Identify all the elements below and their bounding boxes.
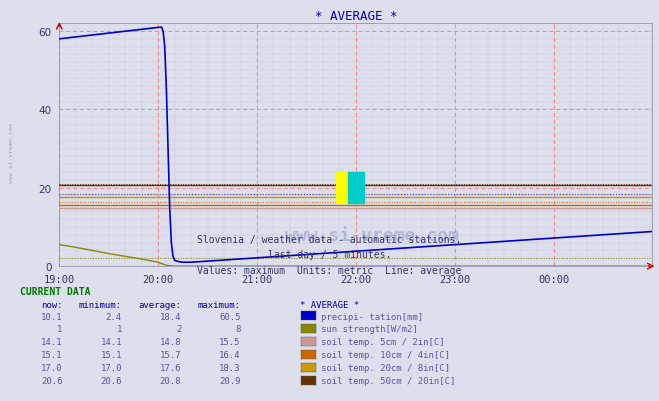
Text: soil temp. 50cm / 20in[C]: soil temp. 50cm / 20in[C]: [321, 376, 455, 385]
Text: 17.6: 17.6: [159, 363, 181, 372]
Text: 2.4: 2.4: [106, 312, 122, 321]
Text: maximum:: maximum:: [198, 300, 241, 309]
Text: 15.5: 15.5: [219, 338, 241, 346]
Text: 60.5: 60.5: [219, 312, 241, 321]
Text: soil temp. 5cm / 2in[C]: soil temp. 5cm / 2in[C]: [321, 338, 445, 346]
Text: average:: average:: [138, 300, 181, 309]
Text: 14.1: 14.1: [100, 338, 122, 346]
Text: sun strength[W/m2]: sun strength[W/m2]: [321, 325, 418, 334]
Text: 15.7: 15.7: [159, 350, 181, 359]
Text: 8: 8: [235, 325, 241, 334]
Text: minimum:: minimum:: [79, 300, 122, 309]
Text: Values: maximum  Units: metric  Line: average: Values: maximum Units: metric Line: aver…: [197, 265, 462, 275]
Text: * AVERAGE *: * AVERAGE *: [300, 300, 359, 309]
Text: 18.3: 18.3: [219, 363, 241, 372]
Text: 14.8: 14.8: [159, 338, 181, 346]
Text: precipi- tation[mm]: precipi- tation[mm]: [321, 312, 423, 321]
Text: soil temp. 20cm / 8in[C]: soil temp. 20cm / 8in[C]: [321, 363, 450, 372]
Text: www.si-vreme.com: www.si-vreme.com: [285, 226, 459, 244]
Text: 10.1: 10.1: [41, 312, 63, 321]
Bar: [336, 172, 348, 204]
Text: www.si-vreme.com: www.si-vreme.com: [9, 122, 14, 182]
Text: 20.6: 20.6: [41, 376, 63, 385]
Text: 15.1: 15.1: [100, 350, 122, 359]
Text: 1: 1: [57, 325, 63, 334]
Text: 1: 1: [117, 325, 122, 334]
Text: 20.9: 20.9: [219, 376, 241, 385]
Text: 2: 2: [176, 325, 181, 334]
Text: 15.1: 15.1: [41, 350, 63, 359]
Text: Slovenia / weather data - automatic stations.: Slovenia / weather data - automatic stat…: [197, 235, 462, 245]
Text: now:: now:: [41, 300, 63, 309]
Text: last day / 5 minutes.: last day / 5 minutes.: [268, 250, 391, 260]
Text: 20.8: 20.8: [159, 376, 181, 385]
Text: 20.6: 20.6: [100, 376, 122, 385]
Text: 14.1: 14.1: [41, 338, 63, 346]
Text: CURRENT DATA: CURRENT DATA: [20, 287, 90, 297]
Text: 18.4: 18.4: [159, 312, 181, 321]
Text: 16.4: 16.4: [219, 350, 241, 359]
Text: 17.0: 17.0: [41, 363, 63, 372]
Title: * AVERAGE *: * AVERAGE *: [314, 10, 397, 23]
Text: soil temp. 10cm / 4in[C]: soil temp. 10cm / 4in[C]: [321, 350, 450, 359]
Text: 17.0: 17.0: [100, 363, 122, 372]
Bar: [348, 172, 364, 204]
